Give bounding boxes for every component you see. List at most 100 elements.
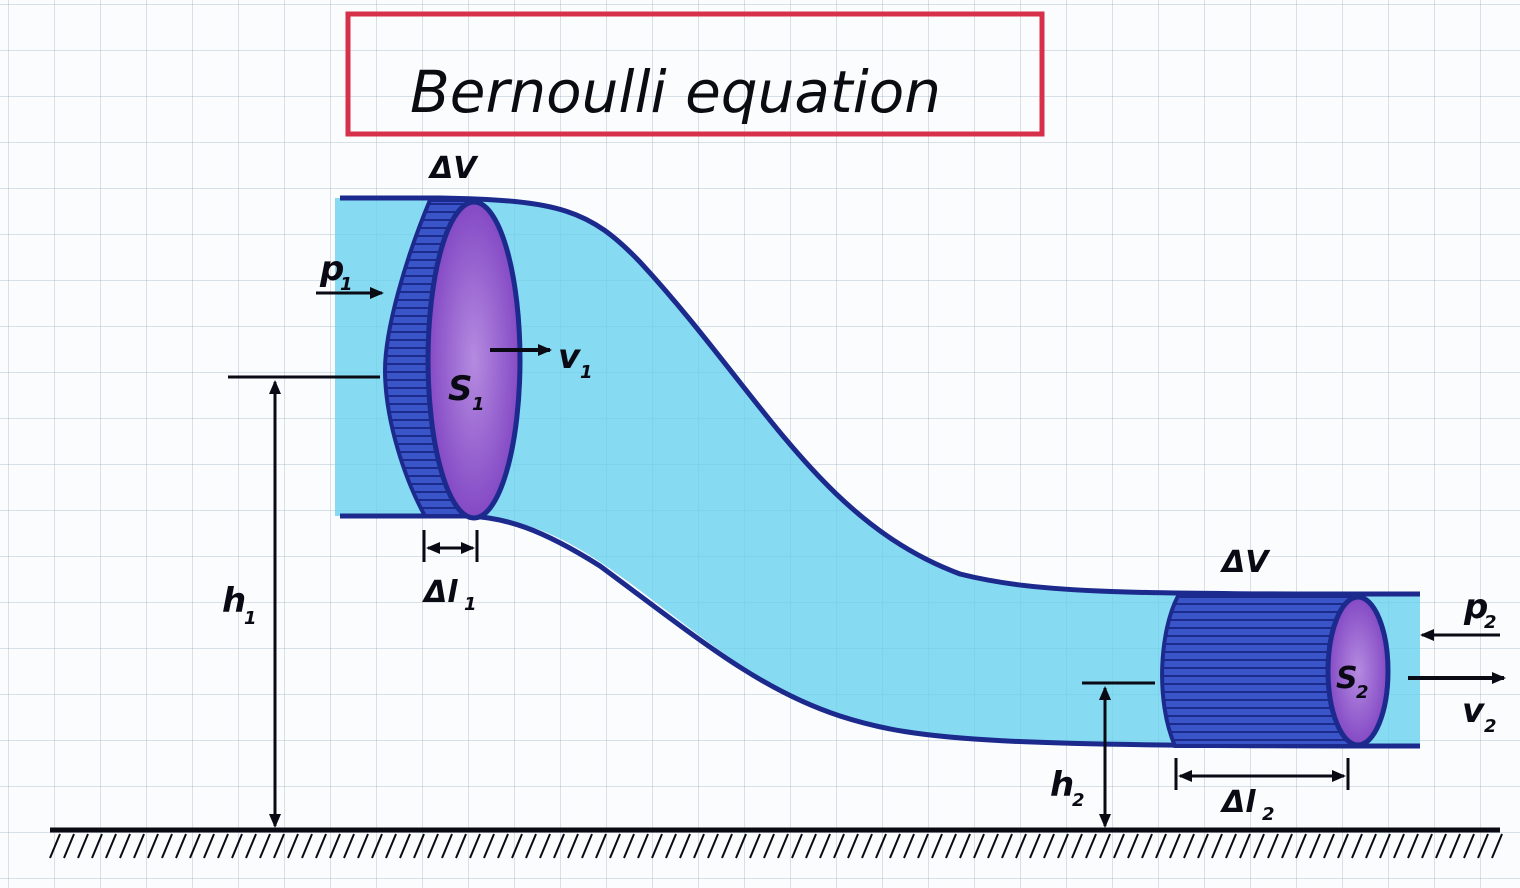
ground-hatch-stroke — [231, 833, 243, 859]
ground-hatch-stroke — [735, 833, 747, 859]
ground-hatch-stroke — [147, 833, 159, 859]
cross-section-s2 — [1325, 594, 1391, 748]
ground-hatch-stroke — [469, 833, 481, 859]
s1-label: S 1 — [448, 369, 485, 415]
ground-hatch-stroke — [315, 833, 327, 859]
ground-hatch-stroke — [105, 833, 117, 859]
p1-subscript: 1 — [340, 274, 353, 295]
ground-hatch-stroke — [1323, 833, 1335, 859]
ground-hatch-stroke — [1435, 833, 1447, 859]
ground-hatch-stroke — [651, 833, 663, 859]
s2-symbol: S — [1336, 661, 1358, 696]
ground-hatch-stroke — [1477, 833, 1489, 859]
ground-hatch-stroke — [511, 833, 523, 859]
delta-v-label-right: ΔV — [1220, 545, 1271, 580]
ground-hatch-stroke — [693, 833, 705, 859]
ground-hatch-stroke — [917, 833, 929, 859]
ground-hatch-stroke — [987, 833, 999, 859]
ground-hatch-stroke — [1449, 833, 1461, 859]
ground-hatch-stroke — [119, 833, 131, 859]
ground-hatch-stroke — [1015, 833, 1027, 859]
ground-hatch-stroke — [287, 833, 299, 859]
p2-subscript: 2 — [1484, 612, 1497, 633]
ground-hatching — [49, 833, 1503, 859]
ground-hatch-stroke — [1309, 833, 1321, 859]
ground-hatch-stroke — [903, 833, 915, 859]
ground-hatch-stroke — [1155, 833, 1167, 859]
h2-label: h 2 — [1050, 765, 1085, 811]
ground-hatch-stroke — [847, 833, 859, 859]
s1-symbol: S — [448, 369, 473, 409]
s2-label: S 2 — [1336, 661, 1369, 703]
v1-label: v 1 — [558, 337, 593, 383]
cross-section-s1 — [425, 199, 523, 521]
v2-label: v 2 — [1462, 691, 1497, 737]
s2-subscript: 2 — [1356, 682, 1369, 703]
ground-hatch-stroke — [1351, 833, 1363, 859]
ground-hatch-stroke — [567, 833, 579, 859]
ground-hatch-stroke — [1407, 833, 1419, 859]
ground-hatch-stroke — [133, 833, 145, 859]
ground-hatch-stroke — [1141, 833, 1153, 859]
p2-label: p 2 — [1463, 587, 1497, 633]
ground-hatch-stroke — [357, 833, 369, 859]
ground-hatch-stroke — [707, 833, 719, 859]
ground-hatch-stroke — [455, 833, 467, 859]
ground-hatch-stroke — [1085, 833, 1097, 859]
ground-hatch-stroke — [385, 833, 397, 859]
ground-hatch-stroke — [777, 833, 789, 859]
p2-symbol: p — [1463, 587, 1488, 627]
ground-hatch-stroke — [77, 833, 89, 859]
ground-hatch-stroke — [1113, 833, 1125, 859]
ground-hatch-stroke — [581, 833, 593, 859]
ground-hatch-stroke — [763, 833, 775, 859]
ground-hatch-stroke — [441, 833, 453, 859]
ground-hatch-stroke — [371, 833, 383, 859]
ground-hatch-stroke — [1169, 833, 1181, 859]
ground-hatch-stroke — [553, 833, 565, 859]
ground-hatch-stroke — [161, 833, 173, 859]
ground-hatch-stroke — [1099, 833, 1111, 859]
ground-hatch-stroke — [623, 833, 635, 859]
ground-hatch-stroke — [875, 833, 887, 859]
pipe-outline-bottom — [340, 513, 1421, 749]
h2-symbol: h — [1050, 765, 1074, 805]
dl2-subscript: 2 — [1262, 804, 1275, 825]
v2-subscript: 2 — [1484, 716, 1497, 737]
ground-hatch-stroke — [483, 833, 495, 859]
ground-hatch-stroke — [1057, 833, 1069, 859]
ground-hatch-stroke — [1001, 833, 1013, 859]
ground-hatch-stroke — [1491, 833, 1503, 859]
h1-subscript: 1 — [244, 608, 257, 629]
ground-hatch-stroke — [1337, 833, 1349, 859]
ground-hatch-stroke — [1393, 833, 1405, 859]
ground-hatch-stroke — [959, 833, 971, 859]
pipe-outline-top — [340, 195, 1421, 597]
v1-subscript: 1 — [580, 362, 593, 383]
ground-hatch-stroke — [819, 833, 831, 859]
ground-hatch-stroke — [329, 833, 341, 859]
ground-hatch-stroke — [189, 833, 201, 859]
ground-hatch-stroke — [1211, 833, 1223, 859]
ground-hatch-stroke — [259, 833, 271, 859]
delta-v-label-left: ΔV — [428, 151, 479, 186]
ground-hatch-stroke — [1183, 833, 1195, 859]
ground-hatch-stroke — [63, 833, 75, 859]
ground-hatch-stroke — [1267, 833, 1279, 859]
ground-hatch-stroke — [973, 833, 985, 859]
ground-hatch-stroke — [791, 833, 803, 859]
ground-hatch-stroke — [1365, 833, 1377, 859]
ground-hatch-stroke — [1463, 833, 1475, 859]
ground-hatch-stroke — [49, 833, 61, 859]
title-box — [345, 11, 1045, 137]
diagram-title: Bernoulli equation — [410, 58, 941, 126]
ground-hatch-stroke — [525, 833, 537, 859]
ground-hatch-stroke — [749, 833, 761, 859]
ground-hatch-stroke — [301, 833, 313, 859]
ground-hatch-stroke — [1281, 833, 1293, 859]
p1-symbol: p — [319, 249, 344, 289]
ground-hatch-stroke — [203, 833, 215, 859]
ground-hatch-stroke — [539, 833, 551, 859]
ground-hatch-stroke — [637, 833, 649, 859]
v2-symbol: v — [1462, 691, 1486, 731]
